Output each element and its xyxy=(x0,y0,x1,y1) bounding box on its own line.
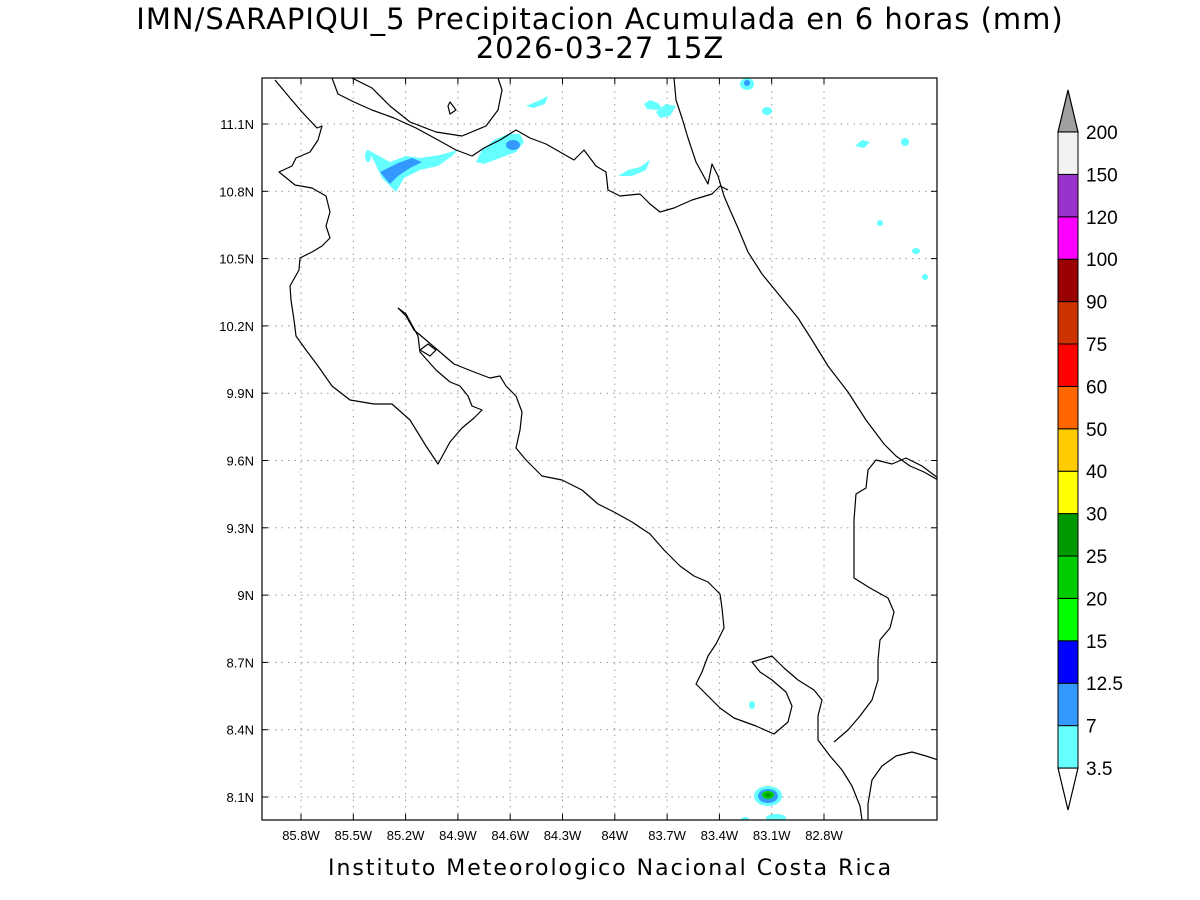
lat-tick-label: 9.3N xyxy=(227,521,254,536)
lat-tick-label: 8.1N xyxy=(227,790,254,805)
colorbar-swatch xyxy=(1057,258,1079,303)
precip-blob-guanacaste-north xyxy=(365,150,458,192)
lat-tick-label: 8.4N xyxy=(227,723,254,738)
precip-blob-south xyxy=(741,786,786,820)
colorbar-swatch xyxy=(1057,173,1079,218)
longitude-labels: 85.8W 85.5W 85.2W 84.9W 84.6W 84.3W 84W 83.7W 83… xyxy=(282,828,843,843)
colorbar-swatch xyxy=(1057,343,1079,387)
lat-tick-label: 11.1N xyxy=(220,117,254,132)
precip-blob-east-2 xyxy=(901,138,909,146)
colorbar-label: 200 xyxy=(1086,123,1118,144)
caribbean-coast xyxy=(673,78,937,481)
colorbar-label: 7 xyxy=(1086,717,1097,738)
colorbar-swatch xyxy=(1057,301,1079,345)
precip-blob-east-4 xyxy=(912,248,920,254)
lon-tick-label: 82.8W xyxy=(805,828,843,843)
colorbar-swatch xyxy=(1057,555,1079,599)
lat-tick-label: 9.6N xyxy=(227,454,254,469)
lat-tick-label: 10.8N xyxy=(219,184,254,199)
colorbar-label: 15 xyxy=(1086,632,1107,653)
colorbar-top-arrow xyxy=(1057,89,1079,133)
colorbar-swatch xyxy=(1057,513,1079,557)
colorbar: 3.5 7 12.5 15 20 25 30 40 50 60 75 90 100 120 150 200 xyxy=(1057,89,1123,811)
precip-blob-east-1 xyxy=(855,140,870,148)
colorbar-bottom-arrow xyxy=(1057,767,1079,811)
precip-blob-osa xyxy=(749,701,755,709)
nicaragua-border xyxy=(331,78,729,213)
colorbar-swatch xyxy=(1057,597,1079,642)
panama-coast xyxy=(867,751,937,820)
precip-blob-caribbean-2 xyxy=(656,104,676,118)
precip-blob-caribbean-1 xyxy=(644,100,662,110)
colorbar-label: 40 xyxy=(1086,462,1107,483)
precip-blob-north-coast xyxy=(740,78,772,115)
precip-blob-east-3 xyxy=(877,220,883,226)
lat-tick-label: 9.9N xyxy=(227,386,254,401)
lake-island xyxy=(447,101,457,115)
colorbar-swatch xyxy=(1057,216,1079,260)
colorbar-label: 100 xyxy=(1086,250,1118,271)
colorbar-label: 25 xyxy=(1086,547,1107,568)
precip-blob-east-5 xyxy=(922,274,928,280)
lat-tick-label: 8.7N xyxy=(227,655,254,670)
colorbar-swatch xyxy=(1057,385,1079,430)
colorbar-label: 75 xyxy=(1086,335,1107,356)
colorbar-swatch xyxy=(1057,131,1079,175)
precip-blob-lake xyxy=(526,96,548,108)
pacific-coast-central xyxy=(397,307,863,820)
lat-tick-label: 10.5N xyxy=(219,252,254,267)
lon-tick-label: 83.7W xyxy=(648,828,686,843)
nicaragua-coast-west xyxy=(274,79,483,465)
colorbar-label: 3.5 xyxy=(1086,759,1112,780)
map-valid-time: 2026-03-27 15Z xyxy=(475,31,725,65)
colorbar-label: 90 xyxy=(1086,293,1107,314)
lon-tick-label: 83.1W xyxy=(753,828,791,843)
lat-tick-label: 10.2N xyxy=(219,319,254,334)
precip-blob-caribbean-3 xyxy=(618,160,650,176)
latitude-labels: 11.1N 10.8N 10.5N 10.2N 9.9N 9.6N 9.3N 9N 8.7N 8.… xyxy=(219,117,254,805)
colorbar-label: 50 xyxy=(1086,420,1107,441)
colorbar-swatch xyxy=(1057,428,1079,472)
colorbar-label: 60 xyxy=(1086,377,1107,398)
lon-tick-label: 85.2W xyxy=(387,828,425,843)
colorbar-label: 30 xyxy=(1086,505,1107,526)
colorbar-swatch xyxy=(1057,725,1079,769)
footer-credit: Instituto Meteorologico Nacional Costa R… xyxy=(328,856,894,881)
precip-blob-nicaragua-border xyxy=(476,134,524,164)
lon-tick-label: 84.9W xyxy=(439,828,477,843)
colorbar-label: 20 xyxy=(1086,589,1107,610)
graticule xyxy=(262,78,937,820)
lon-tick-label: 85.8W xyxy=(282,828,320,843)
colorbar-label: 150 xyxy=(1086,165,1118,186)
lake-nicaragua-shore xyxy=(351,78,503,137)
lon-tick-label: 85.5W xyxy=(335,828,373,843)
colorbar-label: 12.5 xyxy=(1086,674,1123,695)
colorbar-swatch xyxy=(1057,640,1079,684)
lon-tick-label: 84.6W xyxy=(491,828,529,843)
lon-tick-label: 84.3W xyxy=(544,828,582,843)
colorbar-swatch xyxy=(1057,682,1079,727)
lat-tick-label: 9N xyxy=(237,588,254,603)
map-frame xyxy=(261,77,938,821)
gulf-island xyxy=(419,343,437,357)
lon-tick-label: 84W xyxy=(601,828,628,843)
colorbar-label: 120 xyxy=(1086,208,1118,229)
colorbar-swatch xyxy=(1057,470,1079,515)
lon-tick-label: 83.4W xyxy=(701,828,739,843)
map-title: IMN/SARAPIQUI_5 Precipitacion Acumulada … xyxy=(136,2,1064,36)
panama-border xyxy=(833,457,937,743)
